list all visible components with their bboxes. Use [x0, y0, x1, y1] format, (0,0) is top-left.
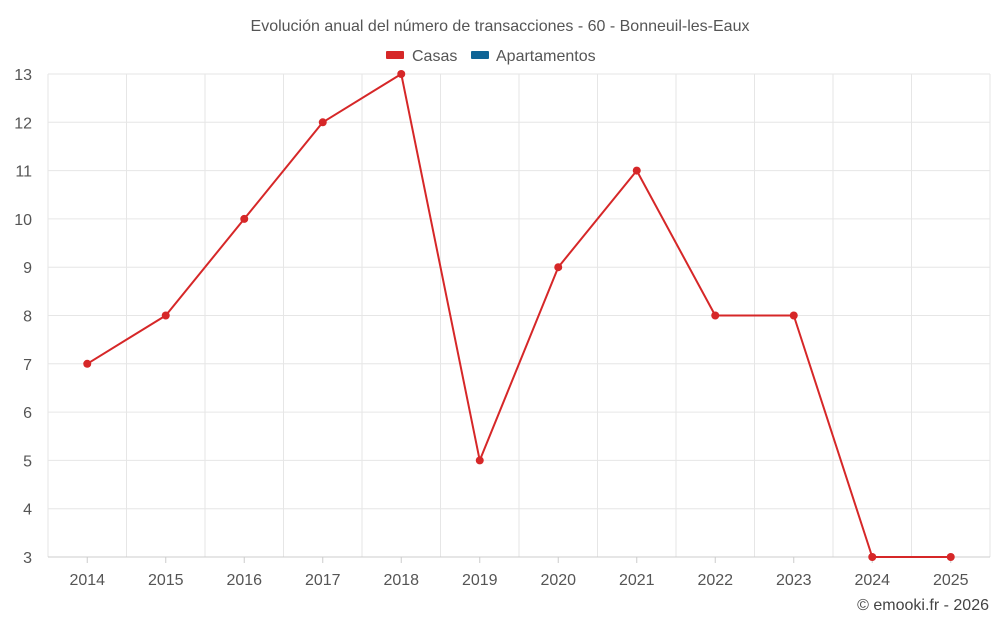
legend-swatch-casas [386, 51, 404, 59]
grid [47, 73, 991, 558]
y-tick-label: 6 [23, 405, 32, 422]
x-tick-label: 2017 [305, 572, 341, 589]
y-tick-label: 3 [23, 550, 32, 567]
legend-item-apartamentos[interactable]: Apartamentos [471, 48, 596, 65]
data-point-casas[interactable] [789, 311, 798, 320]
data-point-casas[interactable] [83, 359, 92, 368]
data-point-casas[interactable] [318, 118, 327, 127]
legend-item-casas[interactable]: Casas [386, 48, 457, 65]
x-tick-label: 2022 [697, 572, 733, 589]
axes: 3 4 5 6 7 8 9 10 11 12 13 2014 2015 2016 2017 2018 2019 2… [14, 67, 990, 589]
x-tick-label: 2020 [540, 572, 576, 589]
legend-swatch-apartamentos [471, 51, 489, 59]
legend-label-apartamentos: Apartamentos [496, 48, 596, 65]
data-point-casas[interactable] [711, 311, 720, 320]
series-layer [83, 70, 955, 561]
x-tick-label: 2024 [854, 572, 890, 589]
y-tick-label: 7 [23, 357, 32, 374]
x-tick-label: 2023 [776, 572, 812, 589]
x-tick-label: 2025 [933, 572, 969, 589]
x-tick-label: 2016 [226, 572, 262, 589]
y-tick-label: 8 [23, 309, 32, 326]
y-tick-label: 10 [14, 212, 32, 229]
data-point-casas[interactable] [161, 311, 170, 320]
y-tick-label: 12 [14, 115, 32, 132]
data-point-casas[interactable] [475, 456, 484, 465]
data-point-casas[interactable] [946, 553, 955, 561]
legend: Casas Apartamentos [386, 48, 596, 65]
y-tick-label: 9 [23, 260, 32, 277]
credit-text: © emooki.fr - 2026 [857, 597, 989, 614]
legend-label-casas: Casas [412, 48, 457, 65]
x-tick-label: 2018 [383, 572, 419, 589]
x-tick-label: 2015 [148, 572, 184, 589]
data-point-casas[interactable] [240, 214, 249, 223]
chart-title: Evolución anual del número de transaccio… [251, 18, 750, 35]
y-tick-label: 13 [14, 67, 32, 84]
data-point-casas[interactable] [554, 263, 563, 272]
x-tick-label: 2014 [69, 572, 105, 589]
data-point-casas[interactable] [632, 166, 641, 175]
data-point-casas[interactable] [868, 553, 877, 561]
y-tick-label: 4 [23, 502, 32, 519]
data-point-casas[interactable] [397, 70, 406, 78]
x-tick-label: 2019 [462, 572, 498, 589]
y-tick-label: 11 [15, 164, 32, 181]
x-tick-label: 2021 [619, 572, 655, 589]
y-tick-label: 5 [23, 453, 32, 470]
series-line-casas [86, 73, 951, 558]
